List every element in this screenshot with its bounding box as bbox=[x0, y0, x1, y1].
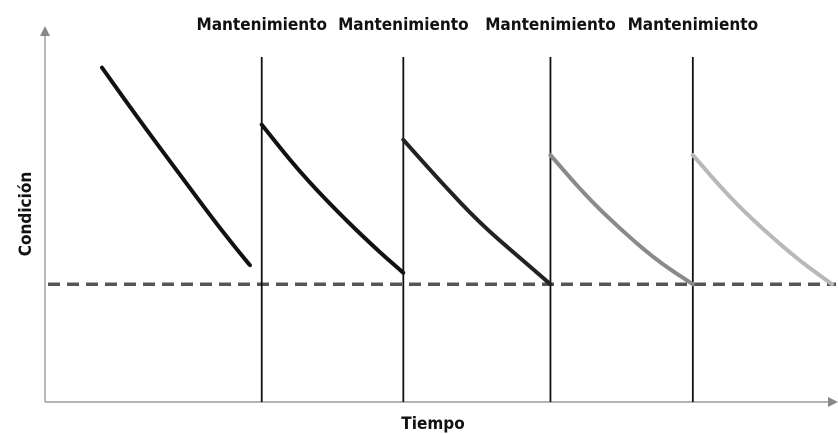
x-axis-label: Tiempo bbox=[401, 414, 464, 434]
maintenance-label-4: Mantenimiento bbox=[628, 15, 759, 35]
condition-curve-5 bbox=[690, 153, 834, 287]
maintenance-label-2: Mantenimiento bbox=[338, 15, 469, 35]
maintenance-label-3: Mantenimiento bbox=[485, 15, 616, 35]
x-axis-arrow bbox=[828, 397, 838, 407]
maintenance-label-1: Mantenimiento bbox=[196, 15, 327, 35]
y-axis-label: Condición bbox=[16, 172, 36, 257]
condition-curve-1 bbox=[100, 65, 252, 268]
y-axis-arrow bbox=[40, 26, 50, 36]
condition-curve-3 bbox=[401, 137, 553, 287]
condition-curve-2 bbox=[259, 122, 406, 275]
condition-curve-4 bbox=[548, 153, 695, 287]
